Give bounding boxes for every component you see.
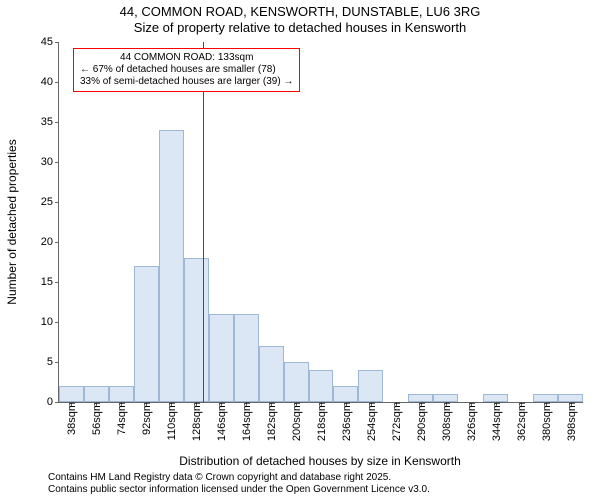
- x-tick: 326sqm: [462, 402, 478, 441]
- property-size-histogram: 44, COMMON ROAD, KENSWORTH, DUNSTABLE, L…: [0, 0, 600, 500]
- plot-area: 05101520253035404538sqm56sqm74sqm92sqm11…: [58, 42, 583, 403]
- histogram-bar: [333, 386, 358, 402]
- y-tick: 10: [41, 316, 59, 328]
- x-tick: 56sqm: [87, 402, 103, 435]
- histogram-bar: [84, 386, 109, 402]
- histogram-bar: [284, 362, 309, 402]
- y-axis-label: Number of detached properties: [5, 139, 19, 304]
- y-tick: 30: [41, 156, 59, 168]
- chart-title-line2: Size of property relative to detached ho…: [0, 20, 600, 36]
- x-tick: 236sqm: [337, 402, 353, 441]
- x-tick: 344sqm: [487, 402, 503, 441]
- x-tick: 146sqm: [212, 402, 228, 441]
- x-tick: 272sqm: [387, 402, 403, 441]
- histogram-bar: [209, 314, 234, 402]
- histogram-bar: [433, 394, 458, 402]
- histogram-bar: [259, 346, 284, 402]
- x-tick: 308sqm: [437, 402, 453, 441]
- histogram-bar: [358, 370, 383, 402]
- histogram-bar: [159, 130, 184, 402]
- x-tick: 362sqm: [512, 402, 528, 441]
- histogram-bar: [234, 314, 259, 402]
- y-tick: 20: [41, 236, 59, 248]
- y-tick: 25: [41, 196, 59, 208]
- y-tick: 5: [47, 356, 59, 368]
- histogram-bar: [533, 394, 558, 402]
- x-tick: 290sqm: [412, 402, 428, 441]
- histogram-bar: [309, 370, 334, 402]
- footer-line2: Contains public sector information licen…: [48, 484, 430, 496]
- chart-title-line1: 44, COMMON ROAD, KENSWORTH, DUNSTABLE, L…: [0, 4, 600, 20]
- x-tick: 38sqm: [62, 402, 78, 435]
- callout-line3: 33% of semi-detached houses are larger (…: [80, 76, 293, 88]
- property-callout: 44 COMMON ROAD: 133sqm← 67% of detached …: [73, 48, 300, 92]
- x-tick: 200sqm: [287, 402, 303, 441]
- y-tick: 35: [41, 116, 59, 128]
- histogram-bar: [109, 386, 134, 402]
- x-tick: 218sqm: [312, 402, 328, 441]
- chart-title-block: 44, COMMON ROAD, KENSWORTH, DUNSTABLE, L…: [0, 4, 600, 36]
- x-tick: 380sqm: [537, 402, 553, 441]
- histogram-bar: [558, 394, 583, 402]
- x-tick: 92sqm: [137, 402, 153, 435]
- x-tick: 398sqm: [562, 402, 578, 441]
- histogram-bar: [483, 394, 508, 402]
- callout-line2: ← 67% of detached houses are smaller (78…: [80, 64, 293, 76]
- x-tick: 182sqm: [262, 402, 278, 441]
- x-tick: 74sqm: [112, 402, 128, 435]
- y-tick: 40: [41, 76, 59, 88]
- histogram-bar: [408, 394, 433, 402]
- histogram-bar: [184, 258, 209, 402]
- y-tick: 0: [47, 396, 59, 408]
- property-marker-line: [203, 42, 204, 402]
- x-tick: 110sqm: [162, 402, 178, 440]
- x-tick: 254sqm: [362, 402, 378, 441]
- x-tick: 128sqm: [187, 402, 203, 441]
- footer-line1: Contains HM Land Registry data © Crown c…: [48, 472, 430, 484]
- y-tick: 15: [41, 276, 59, 288]
- chart-footer: Contains HM Land Registry data © Crown c…: [48, 472, 430, 496]
- y-tick: 45: [41, 36, 59, 48]
- histogram-bar: [59, 386, 84, 402]
- x-axis-label: Distribution of detached houses by size …: [58, 454, 582, 468]
- x-tick: 164sqm: [237, 402, 253, 441]
- callout-line1: 44 COMMON ROAD: 133sqm: [80, 52, 293, 64]
- histogram-bar: [134, 266, 159, 402]
